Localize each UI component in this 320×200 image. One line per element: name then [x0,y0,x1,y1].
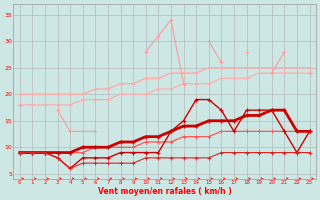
X-axis label: Vent moyen/en rafales ( km/h ): Vent moyen/en rafales ( km/h ) [98,187,231,196]
